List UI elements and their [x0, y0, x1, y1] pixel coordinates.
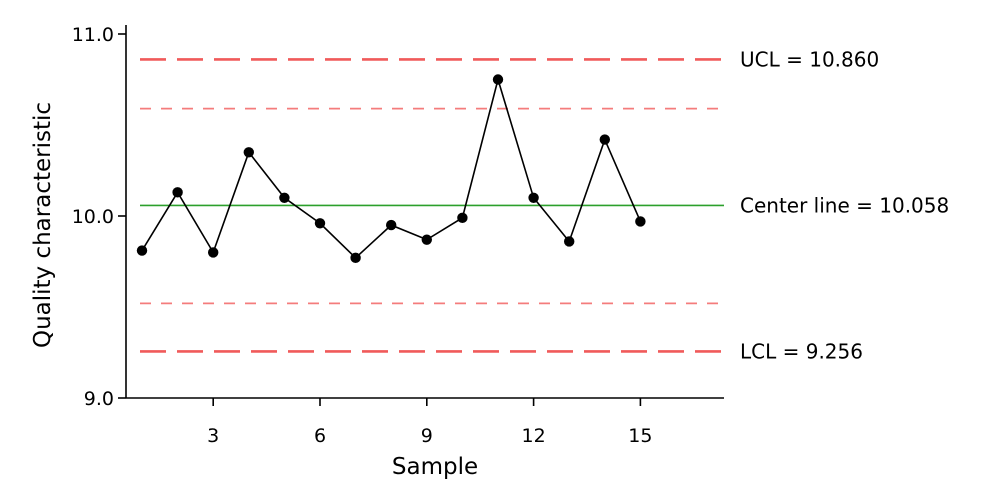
x-tick-label: 12 [522, 425, 546, 447]
y-tick-label: 9.0 [84, 388, 114, 410]
data-point [279, 192, 290, 203]
data-point [243, 147, 254, 158]
y-tick-label: 11.0 [72, 24, 114, 46]
y-tick-label: 10.0 [72, 206, 114, 228]
reference-labels: UCL = 10.860 Center line = 10.058 LCL = 9.… [740, 47, 949, 363]
data-point [136, 245, 148, 256]
data-point [172, 187, 183, 198]
data-point [350, 252, 361, 264]
axes [125, 25, 724, 399]
reference-lines [140, 58, 724, 353]
x-tick-label: 3 [207, 425, 219, 447]
ticks: 9.0 10.0 11.0 3 6 9 12 15 [72, 24, 653, 447]
x-tick-label: 6 [314, 425, 326, 447]
data-point [528, 192, 539, 203]
data-point [457, 212, 468, 224]
x-tick-label: 9 [421, 425, 433, 447]
lcl-label: LCL = 9.256 [740, 339, 863, 363]
center-label: Center line = 10.058 [740, 193, 949, 217]
data-point [599, 134, 610, 145]
data-point [421, 234, 432, 245]
data-point [386, 219, 397, 231]
data-point [492, 74, 504, 85]
y-axis-title: Quality characteristic [30, 102, 56, 348]
data-point [314, 218, 326, 229]
x-axis-title: Sample [392, 454, 478, 480]
x-tick-label: 15 [628, 425, 652, 447]
data-point [635, 216, 646, 227]
series-line [141, 76, 642, 259]
data-series [136, 74, 646, 264]
data-point [564, 236, 575, 247]
data-point [208, 247, 219, 258]
ucl-label: UCL = 10.860 [740, 47, 879, 71]
